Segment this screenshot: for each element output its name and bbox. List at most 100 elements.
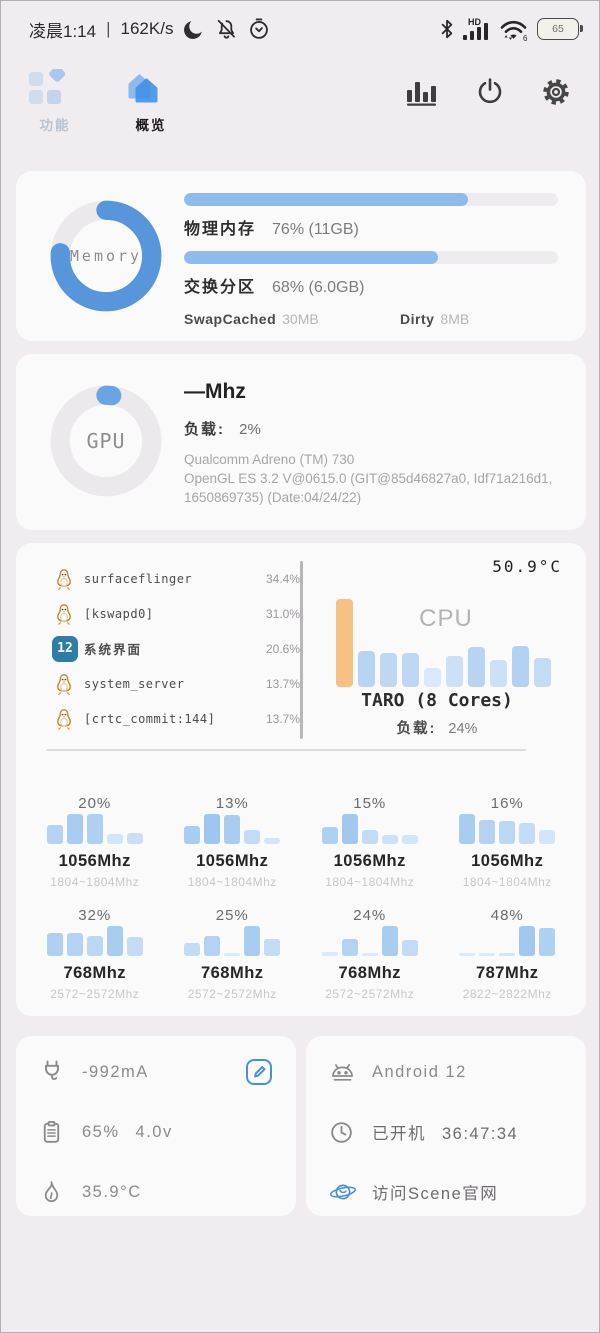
core-frequency: 1056Mhz [196,852,269,870]
cores-grid: 20% 1056Mhz 1804~1804Mhz 13% 1056Mhz 180… [26,783,576,1009]
ram-value: 76% (11GB) [272,221,359,238]
core-frequency: 768Mhz [200,964,264,982]
planet-icon [328,1178,360,1206]
process-row[interactable]: [kswapd0] 31.0% [52,596,300,631]
core-load: 20% [78,795,112,812]
process-row[interactable]: surfaceflinger 34.4% [52,561,300,596]
svg-text:6: 6 [523,34,528,42]
cpu-chip-name: TARO (8 Cores) [361,690,513,711]
core-frequency-range: 1804~1804Mhz [50,875,140,889]
core-load: 15% [353,795,387,812]
gpu-load-label: 负载: [184,421,225,438]
website-link[interactable]: 访问Scene官网 [372,1185,499,1203]
power-card: -992mA 65% 4.0v [16,1036,296,1216]
core-frequency: 1056Mhz [471,852,544,870]
gpu-description: Qualcomm Adreno (TM) 730 OpenGL ES 3.2 V… [184,452,553,505]
gpu-load-value: 2% [239,421,261,438]
core-frequency-range: 1804~1804Mhz [462,875,552,889]
tux-icon [52,602,84,626]
core-sparkline [301,926,439,956]
process-name: system_server [84,676,185,691]
cpu-temperature: 50.9°C [492,557,562,576]
core-cell: 13% 1056Mhz 1804~1804Mhz [164,783,302,895]
swap-label: 交换分区 [184,279,257,296]
core-frequency: 787Mhz [475,964,539,982]
process-row[interactable]: system_server 13.7% [52,666,300,701]
battery-status: 65% 4.0v [82,1122,173,1141]
tux-icon [52,707,84,731]
settings-gear-icon[interactable] [541,77,571,107]
android-robot-icon [328,1059,360,1085]
process-cpu: 13.7% [265,676,300,691]
tab-functions-label: 功能 [39,118,71,133]
info-card: Android 12 已开机 36:47:34 访问Scene官网 [306,1036,586,1216]
website-row[interactable]: 访问Scene官网 [306,1162,586,1222]
core-frequency-range: 2822~2822Mhz [462,987,552,1001]
core-load: 25% [215,907,249,924]
core-frequency-range: 2572~2572Mhz [325,987,415,1001]
process-name: 系统界面 [84,643,143,657]
process-cpu: 34.4% [265,571,300,586]
swap-progress-bar [184,251,558,264]
core-sparkline [439,926,577,956]
process-cpu: 13.7% [265,711,300,726]
core-frequency: 1056Mhz [58,852,131,870]
clock-time: 凌晨1:14 [29,21,97,41]
swapcached-value: 30MB [282,311,319,327]
core-sparkline [164,926,302,956]
moon-icon [182,18,205,41]
tab-overview[interactable]: 概览 [123,69,179,134]
ram-progress-bar [184,193,558,206]
core-frequency-range: 1804~1804Mhz [187,875,277,889]
core-cell: 16% 1056Mhz 1804~1804Mhz [439,783,577,895]
core-cell: 25% 768Mhz 2572~2572Mhz [164,895,302,1007]
battery-icon: 65 [537,18,583,40]
edit-icon[interactable] [244,1057,274,1087]
process-name: [crtc_commit:144] [84,711,216,726]
swap-value: 68% (6.0GB) [272,279,365,296]
tux-icon [52,672,84,696]
core-load: 32% [78,907,112,924]
core-cell: 15% 1056Mhz 1804~1804Mhz [301,783,439,895]
status-bar: 凌晨1:14 | 162K/s [1,9,599,49]
core-sparkline [26,926,164,956]
clipboard-icon [38,1119,70,1146]
tux-icon [52,567,84,591]
nav-actions [405,77,571,107]
bluetooth-icon [440,17,454,41]
power-icon[interactable] [475,77,505,107]
cpu-watermark-label: CPU [419,605,473,632]
tab-functions[interactable]: 功能 [27,69,83,134]
memory-card: Memory 物理内存 76% (11GB) 交换分区 68% (6.0GB) … [16,171,586,341]
core-load: 24% [353,907,387,924]
stats-icon[interactable] [405,78,439,106]
core-load: 16% [490,795,524,812]
divider [46,749,526,751]
clock-icon [328,1119,360,1146]
core-frequency-range: 1804~1804Mhz [325,875,415,889]
gpu-donut-label: GPU [86,429,126,453]
bell-muted-icon [214,17,238,41]
process-row[interactable]: [crtc_commit:144] 13.7% [52,701,300,736]
battery-temperature: 35.9°C [82,1182,142,1201]
android12-icon: 12 [52,635,84,662]
process-name: surfaceflinger [84,571,193,586]
core-sparkline [26,814,164,844]
process-scrollbar[interactable] [300,561,303,739]
core-cell: 48% 787Mhz 2822~2822Mhz [439,895,577,1007]
core-sparkline [164,814,302,844]
core-cell: 24% 768Mhz 2572~2572Mhz [301,895,439,1007]
cpu-load-value: 24% [448,721,478,737]
process-row[interactable]: 12 系统界面 20.6% [52,631,300,666]
wifi-icon: 6 [498,16,530,42]
dirty-label: Dirty [400,311,435,327]
gpu-frequency: —Mhz [184,380,246,403]
cpu-card: surfaceflinger 34.4% [kswapd0] 31.0% 12 … [16,543,586,1016]
process-list: surfaceflinger 34.4% [kswapd0] 31.0% 12 … [52,561,300,736]
alarm-icon [247,17,271,41]
gpu-card: GPU —Mhz 负载: 2% Qualcomm Adreno (TM) 730… [16,354,586,530]
core-load: 48% [490,907,524,924]
battery-level: 65 [552,23,564,35]
cpu-load-label: 负载: [396,721,437,737]
